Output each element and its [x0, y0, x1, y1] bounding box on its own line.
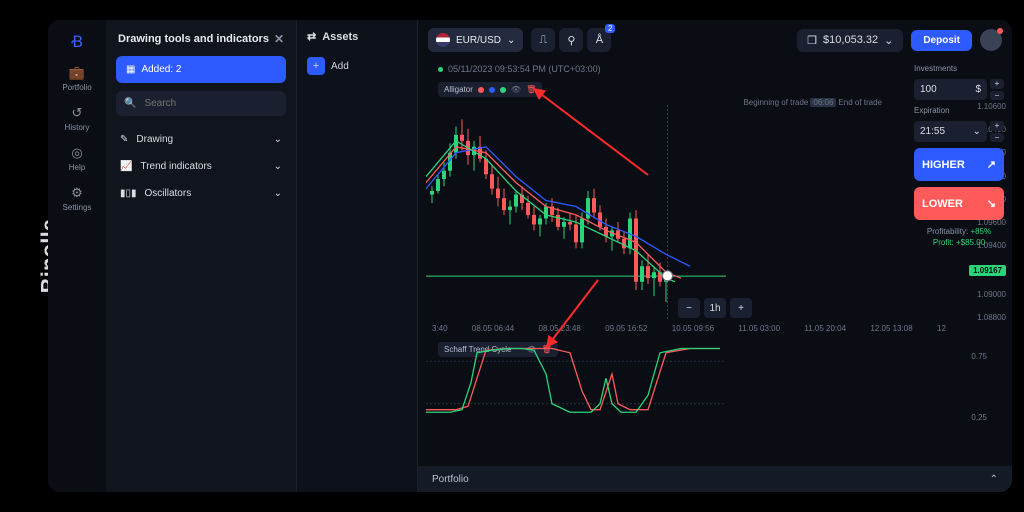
nav-settings[interactable]: ⚙Settings [63, 186, 92, 212]
x-axis: 3:4008.05 06:4408.05 23:4809.05 16:5210.… [426, 324, 952, 333]
assets-title: Assets [322, 31, 358, 43]
balance-display[interactable]: ❒$10,053.32⌄ [797, 29, 903, 52]
pencil-icon: ✎ [120, 134, 128, 145]
search-icon: 🔍 [124, 98, 136, 109]
panel-title: Drawing tools and indicators [118, 33, 269, 45]
nav-history[interactable]: ↺History [65, 106, 90, 132]
portfolio-bar[interactable]: Portfolio⌃ [418, 466, 1012, 492]
investment-input[interactable]: 100$ [914, 79, 987, 100]
deposit-button[interactable]: Deposit [911, 30, 972, 51]
profit-display: Profitability: +85% Profit: +$85.00 [914, 226, 1004, 248]
added-pill[interactable]: ▦Added: 2 [116, 56, 286, 83]
zoom-out-button[interactable]: − [678, 298, 700, 318]
stc-y-axis: 0.750.25 [971, 352, 987, 422]
chart-settings-icon[interactable]: ⎍ [531, 28, 555, 52]
stepper-down[interactable]: − [990, 91, 1004, 101]
dot-icon [500, 87, 506, 93]
chevron-down-icon: ⌄ [274, 161, 282, 172]
compare-icon: ⇄ [307, 30, 316, 43]
cat-trend[interactable]: 📈Trend indicators⌄ [106, 153, 296, 180]
nav-help[interactable]: ◎Help [68, 146, 86, 172]
cat-oscillators[interactable]: ▮▯▮Oscillators⌄ [106, 180, 296, 207]
trash-icon[interactable]: 🗑 [526, 85, 536, 94]
bars-icon: ▮▯▮ [120, 188, 137, 199]
chevron-down-icon: ⌄ [507, 35, 515, 46]
add-asset-button[interactable]: +Add [307, 57, 407, 75]
pair-selector[interactable]: EUR/USD⌄ [428, 28, 523, 52]
notification-dot [997, 28, 1003, 34]
avatar[interactable] [980, 29, 1002, 51]
stack-icon: ❒ [807, 34, 817, 47]
chart-area: EUR/USD⌄ ⎍ ⚲ Å2 ❒$10,053.32⌄ Deposit 05/… [418, 20, 1012, 492]
help-icon: ◎ [68, 146, 86, 160]
chevron-down-icon: ⌄ [274, 134, 282, 145]
zoom-in-button[interactable]: + [730, 298, 752, 318]
cat-drawing[interactable]: ✎Drawing⌄ [106, 126, 296, 153]
arrow-up-icon: ↗ [987, 158, 996, 171]
chevron-down-icon: ⌄ [274, 188, 282, 199]
chevron-down-icon: ⌄ [973, 126, 981, 137]
app-logo[interactable]: Ꞗ [66, 30, 88, 52]
arrow-down-icon: ↘ [987, 197, 996, 210]
chevron-up-icon: ⌃ [990, 474, 998, 485]
trend-icon: 📈 [120, 161, 132, 172]
indicators-icon[interactable]: Å2 [587, 28, 611, 52]
plus-icon: + [307, 57, 325, 75]
sliders-icon[interactable]: ⚲ [559, 28, 583, 52]
clock-icon: ↺ [68, 106, 86, 120]
dot-icon [478, 87, 484, 93]
price-chart[interactable] [426, 105, 726, 320]
trade-panel: Investments 100$ +− Expiration 21:55⌄ +−… [914, 64, 1004, 248]
stepper-down[interactable]: − [990, 133, 1004, 143]
stc-chart[interactable] [426, 340, 726, 425]
timestamp: 05/11/2023 09:53:54 PM (UTC+03:00) [438, 64, 601, 74]
trade-markers: Beginning of trade06:06End of trade [743, 98, 882, 107]
layers-icon: ▦ [126, 64, 135, 75]
search-box[interactable]: 🔍 [116, 91, 286, 116]
dot-icon [489, 87, 495, 93]
alligator-pill[interactable]: Alligator 👁 🗑 [438, 82, 542, 97]
assets-panel: ⇄ Assets +Add [297, 20, 418, 492]
search-input[interactable] [142, 97, 278, 110]
close-icon[interactable]: ✕ [274, 32, 284, 46]
timeframe-button[interactable]: 1h [704, 298, 726, 318]
zoom-controls: − 1h + [678, 298, 752, 318]
briefcase-icon: 💼 [68, 66, 86, 80]
gear-icon: ⚙ [68, 186, 86, 200]
nav-portfolio[interactable]: 💼Portfolio [62, 66, 91, 92]
tools-panel: Drawing tools and indicators✕ ▦Added: 2 … [106, 20, 297, 492]
left-nav: Ꞗ 💼Portfolio ↺History ◎Help ⚙Settings [48, 20, 106, 492]
stepper-up[interactable]: + [990, 79, 1004, 89]
higher-button[interactable]: HIGHER↗ [914, 148, 1004, 181]
stepper-up[interactable]: + [990, 121, 1004, 131]
flag-icon [436, 33, 450, 47]
eye-icon[interactable]: 👁 [511, 85, 521, 94]
lower-button[interactable]: LOWER↘ [914, 187, 1004, 220]
expiration-input[interactable]: 21:55⌄ [914, 121, 987, 142]
